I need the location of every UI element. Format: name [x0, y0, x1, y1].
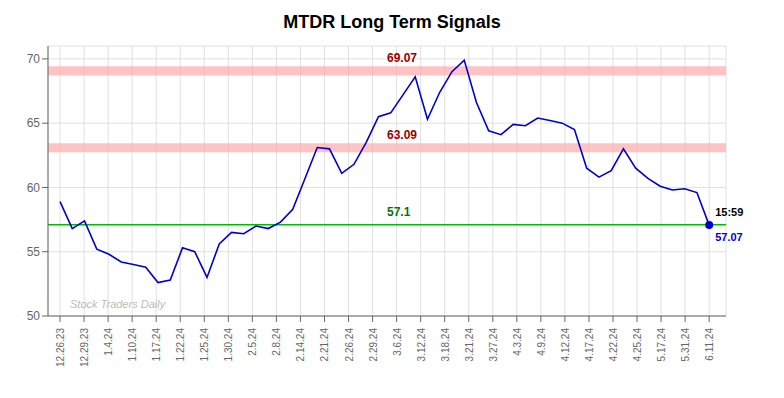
svg-text:70: 70 [27, 52, 41, 66]
svg-text:55: 55 [27, 245, 41, 259]
svg-text:57.1: 57.1 [387, 205, 411, 219]
svg-text:57.07: 57.07 [715, 231, 743, 243]
svg-text:4.12.24: 4.12.24 [560, 328, 571, 362]
svg-text:5.17.24: 5.17.24 [656, 328, 667, 362]
svg-text:12.26.23: 12.26.23 [55, 328, 66, 367]
svg-text:3.18.24: 3.18.24 [440, 328, 451, 362]
svg-text:2.21.24: 2.21.24 [319, 328, 330, 362]
svg-text:1.4.24: 1.4.24 [103, 328, 114, 356]
svg-text:50: 50 [27, 309, 41, 323]
svg-text:3.27.24: 3.27.24 [488, 328, 499, 362]
svg-text:1.25.24: 1.25.24 [199, 328, 210, 362]
svg-text:60: 60 [27, 181, 41, 195]
svg-text:6.11.24: 6.11.24 [704, 328, 715, 361]
svg-text:1.22.24: 1.22.24 [175, 328, 186, 362]
svg-text:1.10.24: 1.10.24 [127, 328, 138, 362]
svg-text:15:59: 15:59 [715, 206, 743, 218]
svg-text:2.8.24: 2.8.24 [271, 328, 282, 356]
svg-text:3.12.24: 3.12.24 [416, 328, 427, 362]
svg-text:3.21.24: 3.21.24 [464, 328, 475, 362]
svg-text:4.9.24: 4.9.24 [536, 328, 547, 356]
svg-text:12.29.23: 12.29.23 [79, 328, 90, 367]
svg-text:4.22.24: 4.22.24 [608, 328, 619, 362]
svg-text:1.30.24: 1.30.24 [223, 328, 234, 362]
svg-text:4.17.24: 4.17.24 [584, 328, 595, 362]
svg-text:69.07: 69.07 [387, 51, 417, 65]
svg-text:65: 65 [27, 116, 41, 130]
svg-text:2.14.24: 2.14.24 [295, 328, 306, 362]
svg-text:5.31.24: 5.31.24 [680, 328, 691, 362]
svg-text:63.09: 63.09 [387, 128, 417, 142]
html-text:MTDR Long Term Signals: MTDR Long Term Signals [283, 12, 501, 32]
svg-text:1.17.24: 1.17.24 [151, 328, 162, 362]
svg-text:4.25.24: 4.25.24 [632, 328, 643, 362]
svg-text:2.26.24: 2.26.24 [344, 328, 355, 362]
svg-text:2.29.24: 2.29.24 [368, 328, 379, 362]
svg-text:2.5.24: 2.5.24 [247, 328, 258, 356]
svg-text:3.6.24: 3.6.24 [392, 328, 403, 356]
svg-text:Stock Traders Daily: Stock Traders Daily [70, 298, 167, 310]
svg-text:4.3.24: 4.3.24 [512, 328, 523, 356]
